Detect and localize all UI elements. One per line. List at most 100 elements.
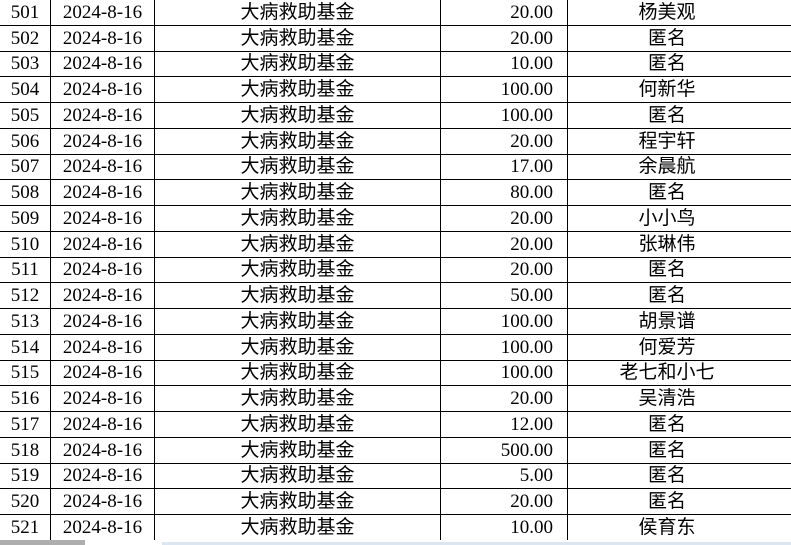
cell-date[interactable]: 2024-8-16 bbox=[51, 412, 155, 437]
cell-serial[interactable]: 520 bbox=[0, 489, 51, 514]
cell-amount[interactable]: 100.00 bbox=[441, 103, 568, 128]
cell-amount[interactable]: 20.00 bbox=[441, 25, 568, 51]
cell-fund[interactable]: 大病救助基金 bbox=[155, 180, 441, 205]
cell-fund[interactable]: 大病救助基金 bbox=[155, 489, 441, 514]
cell-donor[interactable]: 匿名 bbox=[647, 465, 686, 487]
cell-date[interactable]: 2024-8-16 bbox=[51, 515, 155, 540]
cell-serial[interactable]: 518 bbox=[0, 437, 51, 463]
cell-date[interactable]: 2024-8-16 bbox=[51, 180, 155, 205]
cell-serial[interactable]: 505 bbox=[0, 103, 51, 128]
cell-fund[interactable]: 大病救助基金 bbox=[155, 77, 441, 102]
cell-date[interactable]: 2024-8-16 bbox=[51, 51, 155, 77]
cell-donor[interactable]: 老七和小七 bbox=[619, 362, 715, 384]
cell-donor[interactable]: 匿名 bbox=[647, 413, 686, 435]
cell-donor[interactable]: 匿名 bbox=[647, 285, 686, 307]
cell-amount[interactable]: 20.00 bbox=[441, 489, 568, 514]
cell-amount[interactable]: 100.00 bbox=[441, 360, 568, 386]
cell-amount[interactable]: 10.00 bbox=[441, 51, 568, 77]
cell-date[interactable]: 2024-8-16 bbox=[51, 437, 155, 463]
cell-donor[interactable]: 小小鸟 bbox=[638, 207, 696, 229]
cell-serial[interactable]: 514 bbox=[0, 334, 51, 360]
cell-fund[interactable]: 大病救助基金 bbox=[155, 51, 441, 77]
cell-amount[interactable]: 80.00 bbox=[441, 180, 568, 205]
cell-donor[interactable]: 匿名 bbox=[647, 259, 686, 281]
cell-donor[interactable]: 侯育东 bbox=[638, 516, 696, 538]
cell-serial[interactable]: 516 bbox=[0, 386, 51, 411]
cell-donor[interactable]: 杨美观 bbox=[638, 1, 696, 23]
cell-date[interactable]: 2024-8-16 bbox=[51, 257, 155, 283]
cell-amount[interactable]: 5.00 bbox=[441, 463, 568, 489]
cell-fund[interactable]: 大病救助基金 bbox=[155, 360, 441, 386]
cell-fund[interactable]: 大病救助基金 bbox=[155, 412, 441, 437]
cell-donor[interactable]: 何爱芳 bbox=[638, 336, 696, 358]
cell-amount[interactable]: 20.00 bbox=[441, 206, 568, 231]
cell-fund[interactable]: 大病救助基金 bbox=[155, 257, 441, 283]
cell-amount[interactable]: 100.00 bbox=[441, 309, 568, 334]
cell-fund[interactable]: 大病救助基金 bbox=[155, 334, 441, 360]
cell-donor[interactable]: 吴清浩 bbox=[638, 388, 696, 410]
cell-donor[interactable]: 匿名 bbox=[647, 53, 686, 75]
cell-date[interactable]: 2024-8-16 bbox=[51, 0, 155, 25]
cell-donor[interactable]: 张琳伟 bbox=[638, 233, 696, 255]
cell-donor[interactable]: 匿名 bbox=[647, 27, 686, 49]
cell-donor[interactable]: 匿名 bbox=[647, 182, 686, 204]
cell-fund[interactable]: 大病救助基金 bbox=[155, 128, 441, 154]
cell-serial[interactable]: 508 bbox=[0, 180, 51, 205]
cell-amount[interactable]: 500.00 bbox=[441, 437, 568, 463]
cell-date[interactable]: 2024-8-16 bbox=[51, 360, 155, 386]
cell-amount[interactable]: 12.00 bbox=[441, 412, 568, 437]
cell-donor[interactable]: 匿名 bbox=[647, 491, 686, 513]
cell-amount[interactable]: 20.00 bbox=[441, 128, 568, 154]
cell-fund[interactable]: 大病救助基金 bbox=[155, 515, 441, 540]
cell-fund[interactable]: 大病救助基金 bbox=[155, 103, 441, 128]
horizontal-scrollbar-thumb[interactable] bbox=[0, 540, 85, 545]
cell-serial[interactable]: 517 bbox=[0, 412, 51, 437]
cell-donor[interactable]: 胡景谱 bbox=[638, 310, 696, 332]
cell-donor[interactable]: 余晨航 bbox=[638, 156, 696, 178]
cell-amount[interactable]: 20.00 bbox=[441, 231, 568, 257]
cell-donor[interactable]: 程宇轩 bbox=[638, 130, 696, 152]
cell-fund[interactable]: 大病救助基金 bbox=[155, 0, 441, 25]
cell-serial[interactable]: 513 bbox=[0, 309, 51, 334]
cell-fund[interactable]: 大病救助基金 bbox=[155, 283, 441, 308]
cell-amount[interactable]: 50.00 bbox=[441, 283, 568, 308]
cell-serial[interactable]: 509 bbox=[0, 206, 51, 231]
cell-serial[interactable]: 501 bbox=[0, 0, 51, 25]
cell-donor[interactable]: 匿名 bbox=[647, 104, 686, 126]
cell-fund[interactable]: 大病救助基金 bbox=[155, 206, 441, 231]
cell-serial[interactable]: 503 bbox=[0, 51, 51, 77]
cell-date[interactable]: 2024-8-16 bbox=[51, 489, 155, 514]
cell-fund[interactable]: 大病救助基金 bbox=[155, 463, 441, 489]
cell-serial[interactable]: 506 bbox=[0, 128, 51, 154]
cell-fund[interactable]: 大病救助基金 bbox=[155, 231, 441, 257]
cell-amount[interactable]: 100.00 bbox=[441, 334, 568, 360]
cell-serial[interactable]: 519 bbox=[0, 463, 51, 489]
cell-serial[interactable]: 511 bbox=[0, 257, 51, 283]
cell-serial[interactable]: 512 bbox=[0, 283, 51, 308]
cell-donor[interactable]: 何新华 bbox=[638, 79, 696, 101]
cell-serial[interactable]: 510 bbox=[0, 231, 51, 257]
cell-date[interactable]: 2024-8-16 bbox=[51, 128, 155, 154]
cell-date[interactable]: 2024-8-16 bbox=[51, 309, 155, 334]
cell-serial[interactable]: 502 bbox=[0, 25, 51, 51]
cell-serial[interactable]: 504 bbox=[0, 77, 51, 102]
cell-fund[interactable]: 大病救助基金 bbox=[155, 154, 441, 180]
cell-fund[interactable]: 大病救助基金 bbox=[155, 437, 441, 463]
cell-fund[interactable]: 大病救助基金 bbox=[155, 25, 441, 51]
cell-date[interactable]: 2024-8-16 bbox=[51, 334, 155, 360]
cell-date[interactable]: 2024-8-16 bbox=[51, 25, 155, 51]
cell-fund[interactable]: 大病救助基金 bbox=[155, 309, 441, 334]
cell-date[interactable]: 2024-8-16 bbox=[51, 77, 155, 102]
cell-fund[interactable]: 大病救助基金 bbox=[155, 386, 441, 411]
cell-amount[interactable]: 20.00 bbox=[441, 386, 568, 411]
cell-date[interactable]: 2024-8-16 bbox=[51, 206, 155, 231]
cell-serial[interactable]: 515 bbox=[0, 360, 51, 386]
cell-amount[interactable]: 20.00 bbox=[441, 257, 568, 283]
cell-serial[interactable]: 521 bbox=[0, 515, 51, 540]
cell-amount[interactable]: 20.00 bbox=[441, 0, 568, 25]
cell-amount[interactable]: 17.00 bbox=[441, 154, 568, 180]
cell-date[interactable]: 2024-8-16 bbox=[51, 103, 155, 128]
cell-date[interactable]: 2024-8-16 bbox=[51, 154, 155, 180]
cell-date[interactable]: 2024-8-16 bbox=[51, 231, 155, 257]
cell-date[interactable]: 2024-8-16 bbox=[51, 463, 155, 489]
